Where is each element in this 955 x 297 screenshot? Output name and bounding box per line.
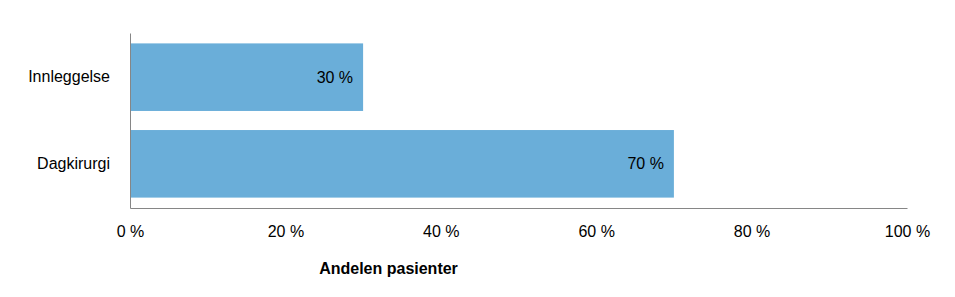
data-labels: 30 % 70 % [317,69,664,173]
data-label: 30 % [317,69,353,86]
tick: 100 % [885,208,930,240]
category-label: Innleggelse [28,68,110,85]
tick: 80 % [734,208,770,240]
tick-label: 20 % [268,223,304,240]
tick-label: 80 % [734,223,770,240]
tick-label: 100 % [885,223,930,240]
bar [130,43,363,111]
tick-label: 60 % [578,223,614,240]
plot: 0 % 20 % 40 % 60 % 80 % 100 % Innleggelse Dagki… [28,34,930,241]
tick: 20 % [268,208,304,240]
category-label: Dagkirurgi [37,155,110,172]
tick-label: 0 % [117,223,145,240]
tick: Innleggelse [28,68,110,85]
y-axis: Innleggelse Dagkirurgi [28,34,130,209]
tick: 0 % [117,208,145,240]
axis-line [130,34,131,209]
data-label: 70 % [627,155,663,172]
axis-line [131,208,908,209]
tick-label: 40 % [423,223,459,240]
x-axis: 0 % 20 % 40 % 60 % 80 % 100 % [117,208,930,240]
bars [130,43,674,197]
chart: 0 % 20 % 40 % 60 % 80 % 100 % Innleggelse Dagki… [0,0,955,297]
tick: 60 % [578,208,614,240]
tick: 40 % [423,208,459,240]
tick: Dagkirurgi [37,155,110,172]
x-axis-title: Andelen pasienter [319,260,458,277]
bar [130,130,674,198]
